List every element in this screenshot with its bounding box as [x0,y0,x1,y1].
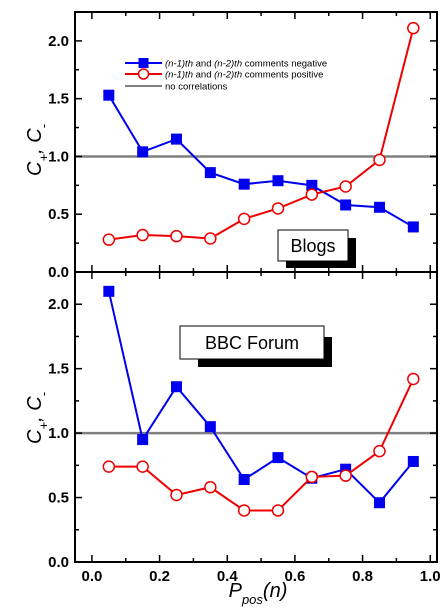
x-tick-label: 0.8 [352,568,373,585]
data-point-positive [136,460,149,473]
data-point-positive [237,212,251,226]
x-tick-label: 1.0 [420,568,441,585]
y-axis-label-bottom: C+, C- [24,391,51,444]
legend-entry-positive: (n-1)th and (n-2)th comments positive [125,68,323,81]
panel-label-shadow-bottom [286,261,356,268]
data-point-negative [103,89,115,101]
panel-label-shadow-bottom [198,359,332,367]
x-tick-label: 0.2 [149,568,170,585]
panel-label-shadow-right [348,238,356,268]
panel-blogs: 0.0 0.5 1.0 1.5 2.0 (n-1)th and (n-2)th comm… [24,11,441,281]
y-tick-label: 1.5 [48,361,69,378]
x-tick-label: 0.0 [81,568,102,585]
legend-label-positive: (n-1)th and (n-2)th comments positive [165,70,323,81]
y-axis-label-top: C+, C- [24,123,51,176]
y-tick-label: 0.5 [48,490,69,507]
data-point-positive [373,444,386,458]
data-point-negative [103,285,115,297]
panel-label-text: Blogs [290,236,335,256]
panel-bbc-forum: 0.0 0.5 1.0 1.5 2.0 0.0 0.2 0.4 0.6 0.8 1.0 BBC F… [24,271,441,607]
legend-label-no-correlations: no correlations [165,82,228,93]
data-point-positive [237,504,251,517]
data-point-positive [271,202,285,215]
data-point-positive [339,469,352,482]
data-point-positive [271,504,285,517]
data-point-positive [407,21,420,35]
axis-ticks [75,11,437,273]
panel-label-box [277,229,349,262]
axis-ticks [75,271,437,563]
data-point-negative [373,201,385,213]
y-tick-label: 2.0 [48,33,69,50]
data-point-negative [238,178,250,190]
y-tick-labels: 0.0 0.5 1.0 1.5 2.0 [48,296,69,571]
x-tick-label: 0.4 [217,568,239,585]
data-point-negative [170,133,182,145]
y-tick-label: 0.0 [48,264,69,281]
data-point-positive [407,372,420,386]
data-point-positive [102,460,116,473]
series-group [102,21,420,246]
series-group [102,285,420,517]
panel-label-bbc-forum: BBC Forum [179,325,332,367]
plot-frame-top [74,11,438,273]
legend-marker-positive [137,68,150,80]
y-tick-label: 1.0 [48,148,69,165]
series-line-negative [107,291,415,505]
data-point-negative [272,452,284,464]
plot-frame-bottom [74,271,438,563]
legend-marker-negative [138,58,149,68]
data-point-negative [340,199,352,211]
panel-label-blogs: Blogs [277,229,441,268]
y-tick-label: 0.5 [48,206,69,223]
y-tick-label: 1.5 [48,91,69,108]
series-line-negative [107,94,414,228]
panel-label-shadow [366,243,441,259]
panel-label-text: BBC Forum [205,333,299,353]
legend-entry-negative: (n-1)th and (n-2)th comments negative [125,58,327,70]
legend: (n-1)th and (n-2)th comments negative (n… [125,58,327,93]
data-point-positive [305,470,319,484]
x-axis-label: Ppos(n) [229,580,288,607]
data-point-positive [204,480,217,494]
data-point-negative [373,497,385,509]
data-point-positive [305,188,319,201]
data-point-positive [102,233,116,246]
data-point-positive [339,180,352,193]
data-point-positive [170,488,183,502]
data-point-negative [137,434,149,446]
legend-label-negative: (n-1)th and (n-2)th comments negative [165,59,327,70]
data-point-negative [170,381,182,393]
data-point-positive [204,232,217,245]
y-tick-label: 2.0 [48,296,69,313]
data-point-negative [204,421,216,433]
data-point-positive [170,229,183,243]
y-tick-label: 1.0 [48,425,69,442]
data-point-negative [407,221,419,233]
data-point-negative [407,455,419,467]
data-point-negative [204,167,216,179]
x-tick-labels: 0.0 0.2 0.4 0.6 0.8 1.0 [81,568,440,585]
data-point-negative [238,474,250,486]
panel-label-shadow-right [324,337,332,367]
y-tick-labels: 0.0 0.5 1.0 1.5 2.0 [48,33,69,281]
data-point-positive [136,228,149,242]
series-line-positive [108,378,415,512]
data-point-negative [272,175,284,187]
panel-label-box [179,325,325,360]
x-tick-label: 0.6 [284,568,305,585]
legend-entry-no-correlations: no correlations [125,82,228,93]
data-point-negative [137,146,149,158]
data-point-positive [373,153,386,167]
series-line-positive [108,27,415,241]
y-tick-label: 0.0 [48,554,69,571]
